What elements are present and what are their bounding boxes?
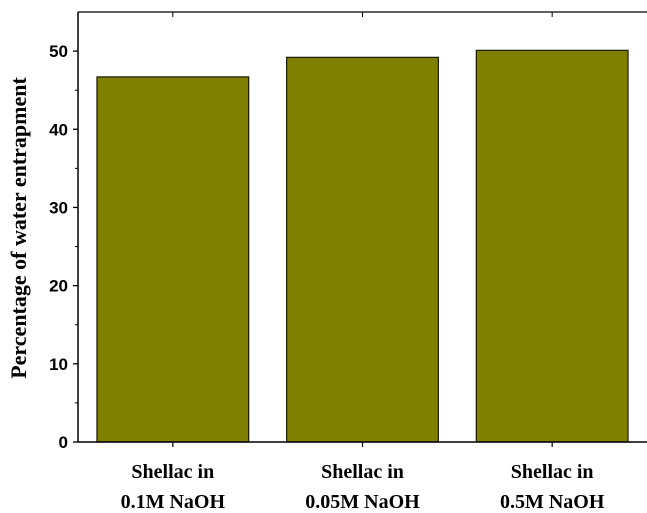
bar — [96, 76, 250, 443]
x-tick-label: 0.5M NaOH — [500, 491, 605, 513]
y-tick-label: 40 — [49, 120, 68, 139]
y-axis-title: Percentage of water entrapment — [6, 77, 31, 379]
plot-area: Shellac in 0.1M NaOH Shellac in 0.05M NaOH S… — [49, 11, 647, 513]
y-tick-label: 20 — [49, 277, 68, 296]
y-tick-label: 50 — [49, 42, 68, 61]
x-tick-label: Shellac in — [511, 461, 594, 483]
x-tick-label: Shellac in — [321, 461, 404, 483]
x-tick-label: 0.05M NaOH — [305, 491, 420, 513]
x-tick-label: 0.1M NaOH — [121, 491, 226, 513]
bar — [475, 49, 629, 443]
y-tick-label: 10 — [49, 355, 68, 374]
bar — [286, 56, 439, 443]
y-tick-label: 0 — [59, 433, 68, 452]
x-tick-label: Shellac in — [131, 461, 214, 483]
y-tick-label: 30 — [49, 198, 68, 217]
